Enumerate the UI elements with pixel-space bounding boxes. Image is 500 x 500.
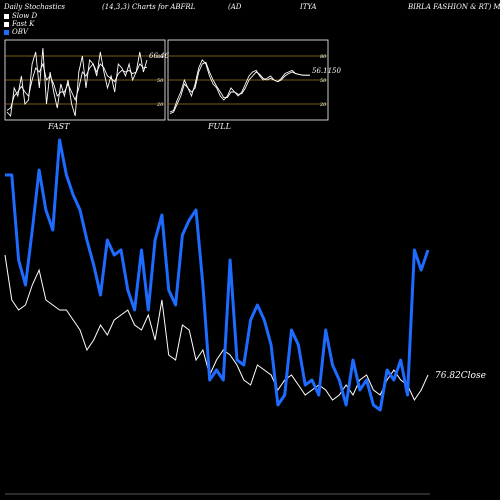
full-fast-k-line (169, 59, 310, 113)
legend-item-obv: OBV (4, 28, 37, 36)
fast-level-label: 20 (156, 102, 164, 108)
chart-params: (14,3,3) Charts for ABFRL (102, 3, 196, 11)
legend-item-fast-k: Fast K (4, 20, 37, 28)
full-level-label: 80 (320, 54, 327, 60)
legend-swatch (4, 29, 9, 35)
legend-swatch (4, 13, 9, 19)
legend-item-slow-d: Slow D (4, 12, 37, 20)
full-level-label: 50 (320, 78, 327, 84)
obv-line (5, 138, 430, 412)
price-last-label: 76.82Close (435, 371, 486, 381)
header-itya: ITYA (300, 3, 317, 11)
full-last-value: 56.1150 (312, 67, 341, 75)
fast-fast-k-line (6, 47, 148, 118)
fast-level-label: 50 (157, 78, 164, 84)
company-name: BIRLA FASHION & RT) Munafa (408, 3, 500, 11)
legend: Slow D Fast K OBV (4, 12, 37, 36)
full-slow-d-line (169, 61, 310, 115)
price-line (4, 254, 429, 402)
fast-panel-label: FAST (48, 122, 70, 131)
fast-level-label: 80 (157, 54, 164, 60)
full-panel-label: FULL (208, 122, 231, 131)
full-level-label: 20 (319, 102, 327, 108)
fast-slow-d-line (6, 62, 148, 111)
legend-swatch (4, 21, 9, 27)
fast-last-value: 66.46 (149, 52, 170, 60)
header-ad: (AD (228, 3, 242, 11)
chart-title: Daily Stochastics (4, 3, 66, 11)
